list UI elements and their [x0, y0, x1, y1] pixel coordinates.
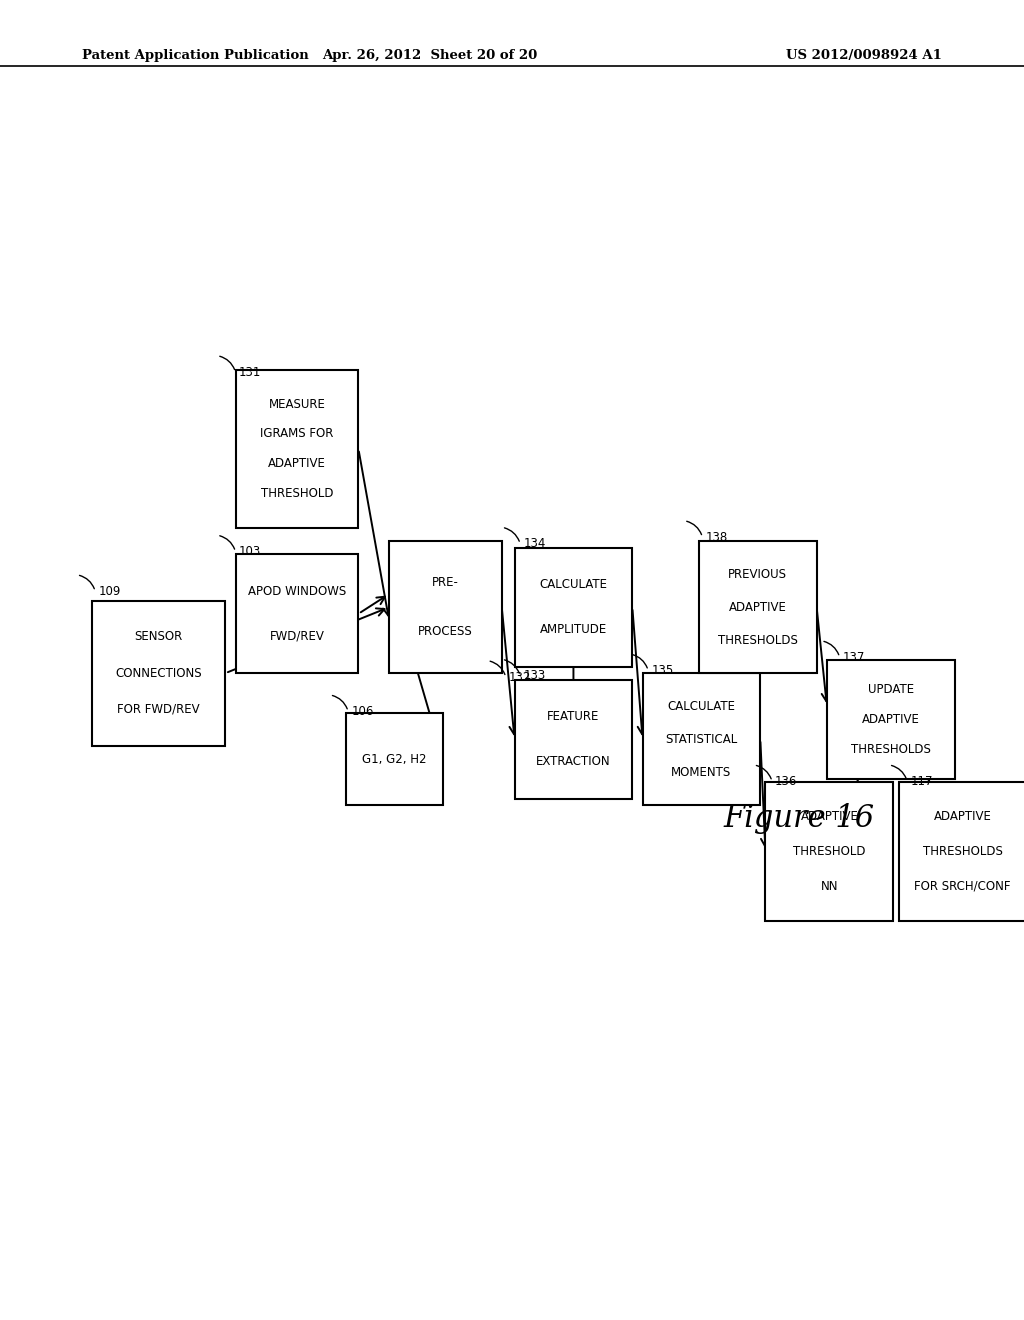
Text: PREVIOUS: PREVIOUS: [728, 568, 787, 581]
Text: CALCULATE: CALCULATE: [540, 578, 607, 591]
Text: CONNECTIONS: CONNECTIONS: [116, 667, 202, 680]
Bar: [643, 673, 760, 805]
Bar: [827, 660, 954, 779]
Text: 109: 109: [98, 585, 121, 598]
Text: ADAPTIVE: ADAPTIVE: [268, 457, 326, 470]
Text: Figure 16: Figure 16: [723, 803, 874, 834]
Bar: [236, 370, 358, 528]
Bar: [346, 713, 442, 805]
Text: 138: 138: [706, 531, 728, 544]
Text: THRESHOLD: THRESHOLD: [261, 487, 333, 500]
Bar: [899, 781, 1024, 921]
Text: 133: 133: [523, 669, 546, 682]
Text: 134: 134: [523, 537, 546, 550]
Text: 131: 131: [239, 366, 261, 379]
Text: 132: 132: [509, 671, 531, 684]
Text: US 2012/0098924 A1: US 2012/0098924 A1: [786, 49, 942, 62]
Text: FOR FWD/REV: FOR FWD/REV: [118, 704, 200, 715]
Bar: [766, 781, 893, 921]
Bar: [698, 541, 817, 673]
Text: AMPLITUDE: AMPLITUDE: [540, 623, 607, 636]
Text: 117: 117: [910, 775, 933, 788]
Text: 106: 106: [351, 705, 374, 718]
Text: PROCESS: PROCESS: [418, 626, 473, 639]
Text: Patent Application Publication: Patent Application Publication: [82, 49, 308, 62]
Text: ADAPTIVE: ADAPTIVE: [801, 810, 858, 824]
Text: 103: 103: [239, 545, 261, 558]
Bar: [515, 680, 633, 799]
Text: THRESHOLDS: THRESHOLDS: [718, 634, 798, 647]
Text: MOMENTS: MOMENTS: [672, 766, 731, 779]
Text: EXTRACTION: EXTRACTION: [537, 755, 610, 768]
Text: ADAPTIVE: ADAPTIVE: [862, 713, 920, 726]
Text: THRESHOLDS: THRESHOLDS: [923, 845, 1002, 858]
Text: MEASURE: MEASURE: [268, 397, 326, 411]
Text: G1, G2, H2: G1, G2, H2: [362, 752, 426, 766]
Bar: [92, 601, 225, 746]
Text: FWD/REV: FWD/REV: [269, 630, 325, 643]
Text: ADAPTIVE: ADAPTIVE: [934, 810, 991, 824]
Text: THRESHOLD: THRESHOLD: [794, 845, 865, 858]
Bar: [389, 541, 502, 673]
Text: THRESHOLDS: THRESHOLDS: [851, 743, 931, 755]
Text: FOR SRCH/CONF: FOR SRCH/CONF: [914, 879, 1011, 892]
Text: ADAPTIVE: ADAPTIVE: [729, 601, 786, 614]
Text: Apr. 26, 2012  Sheet 20 of 20: Apr. 26, 2012 Sheet 20 of 20: [323, 49, 538, 62]
Bar: [236, 554, 358, 673]
Text: NN: NN: [820, 879, 839, 892]
Text: UPDATE: UPDATE: [867, 684, 914, 696]
Text: APOD WINDOWS: APOD WINDOWS: [248, 585, 346, 598]
Text: FEATURE: FEATURE: [547, 710, 600, 723]
Text: 137: 137: [843, 651, 865, 664]
Text: IGRAMS FOR: IGRAMS FOR: [260, 428, 334, 441]
Text: 136: 136: [775, 775, 798, 788]
Text: CALCULATE: CALCULATE: [668, 700, 735, 713]
Text: SENSOR: SENSOR: [134, 631, 183, 643]
Text: 135: 135: [651, 664, 674, 677]
Bar: [515, 548, 633, 667]
Text: PRE-: PRE-: [432, 576, 459, 589]
Text: STATISTICAL: STATISTICAL: [666, 733, 737, 746]
